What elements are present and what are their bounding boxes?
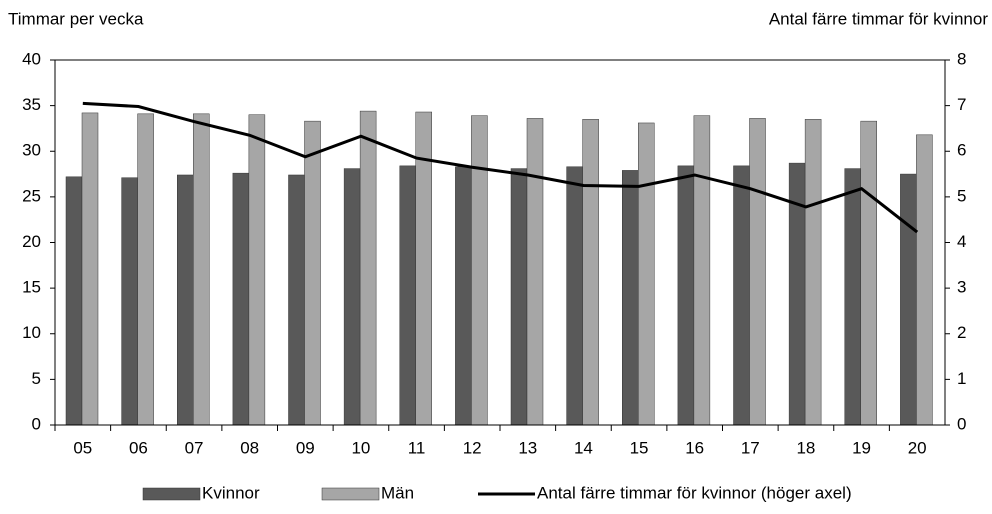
- line-series: [82, 101, 919, 234]
- bar: [81, 112, 99, 426]
- y2-tick-label: 1: [957, 369, 966, 388]
- y-tick-label: 0: [32, 414, 41, 433]
- x-tick-label: 08: [240, 438, 259, 457]
- y2-tick-label: 0: [957, 414, 966, 433]
- x-tick-label: 17: [741, 438, 760, 457]
- x-tick-label: 16: [685, 438, 704, 457]
- y2-tick-label: 4: [957, 232, 966, 251]
- y2-tick-label: 5: [957, 186, 966, 205]
- bar: [359, 110, 377, 426]
- y-tick-label: 35: [22, 95, 41, 114]
- bar: [638, 122, 655, 426]
- bar: [804, 119, 822, 426]
- bar: [343, 168, 361, 426]
- x-tick-label: 07: [185, 438, 204, 457]
- bar: [399, 165, 416, 426]
- bar: [65, 176, 83, 426]
- y2-tick-label: 6: [957, 141, 966, 160]
- bar: [510, 168, 528, 426]
- bar: [749, 118, 766, 426]
- bar: [526, 118, 544, 426]
- x-tick-label: 14: [574, 438, 593, 457]
- x-tick-label: 10: [351, 438, 370, 457]
- x-tick-label: 09: [296, 438, 315, 457]
- bar: [193, 113, 210, 426]
- bar: [471, 115, 488, 426]
- y-tick-label: 30: [22, 141, 41, 160]
- bar: [248, 114, 266, 426]
- x-tick-label: 11: [408, 438, 426, 457]
- bar: [622, 170, 639, 426]
- y-tick-label: 5: [32, 369, 41, 388]
- bar: [916, 134, 933, 426]
- y-tick-label: 25: [22, 186, 41, 205]
- legend-label: Män: [381, 483, 414, 502]
- x-tick-label: 05: [73, 438, 92, 457]
- y2-axis-title: Antal färre timmar för kvinnor: [769, 9, 989, 28]
- bar: [288, 174, 305, 426]
- y2-tick-label: 3: [957, 278, 966, 297]
- x-tick-label: 15: [630, 438, 649, 457]
- bar: [304, 120, 321, 426]
- bar: [900, 173, 917, 426]
- y2-tick-label: 7: [957, 95, 966, 114]
- bar: [232, 172, 250, 426]
- legend-label: Antal färre timmar för kvinnor (höger ax…: [537, 483, 852, 502]
- bar: [844, 168, 861, 426]
- bar: [137, 113, 154, 426]
- bar: [121, 177, 138, 426]
- bar: [177, 174, 194, 426]
- y-tick-label: 15: [22, 278, 41, 297]
- bar: [455, 166, 472, 426]
- bar: [693, 115, 711, 426]
- y-tick-label: 40: [22, 49, 41, 68]
- bar: [860, 120, 877, 426]
- y-tick-label: 10: [22, 323, 41, 342]
- x-tick-label: 06: [129, 438, 148, 457]
- x-tick-label: 19: [852, 438, 871, 457]
- y-tick-label: 20: [22, 232, 41, 251]
- legend-swatch: [142, 487, 201, 501]
- legend-label: Kvinnor: [202, 483, 260, 502]
- y-axis-title: Timmar per vecka: [8, 9, 144, 28]
- y2-tick-label: 8: [957, 49, 966, 68]
- bar: [566, 166, 583, 426]
- x-tick-label: 20: [908, 438, 927, 457]
- bar: [582, 119, 599, 426]
- bar: [677, 165, 695, 426]
- legend-swatch: [321, 487, 380, 501]
- x-tick-label: 12: [463, 438, 482, 457]
- y2-tick-label: 2: [957, 323, 966, 342]
- x-tick-label: 18: [796, 438, 815, 457]
- x-tick-label: 13: [518, 438, 537, 457]
- bar: [733, 165, 750, 426]
